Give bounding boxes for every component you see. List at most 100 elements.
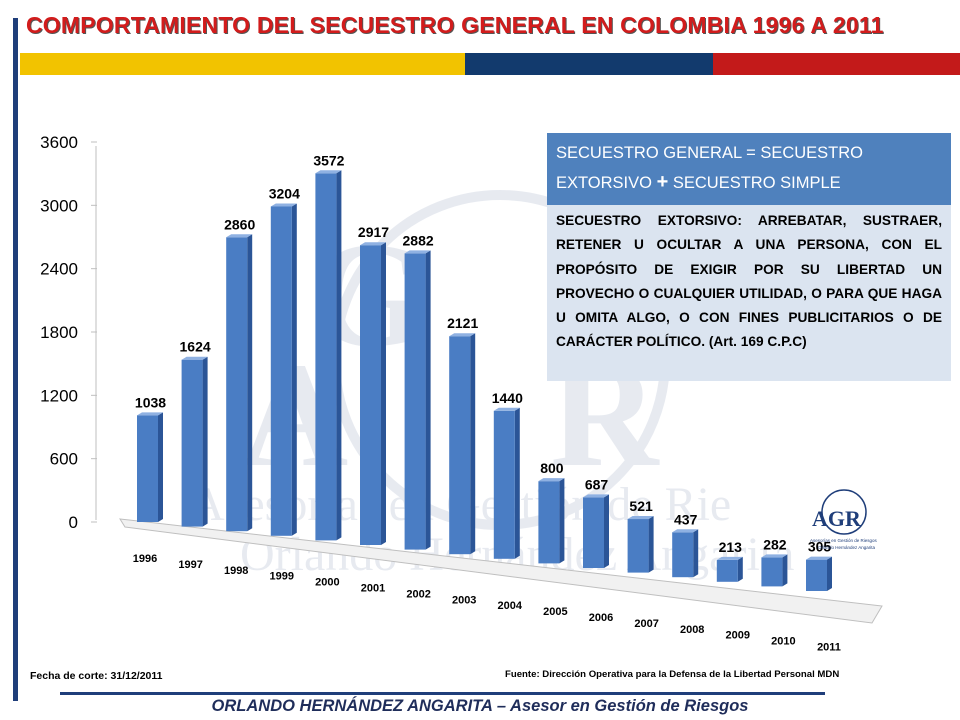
data-label: 687	[585, 476, 609, 492]
bar-side	[648, 516, 654, 573]
y-tick-label: 0	[69, 513, 78, 532]
bar-side	[604, 494, 609, 568]
bar	[270, 206, 292, 536]
logo-caption1: Asesorías en Gestión de Riesgos	[810, 538, 878, 543]
bar	[137, 415, 158, 522]
bar-top	[716, 556, 743, 560]
data-label: 1624	[180, 339, 211, 355]
definition-header-term2: SECUESTRO SIMPLE	[672, 174, 841, 192]
bars	[137, 170, 832, 591]
data-label: 800	[540, 460, 564, 476]
bar-side	[336, 170, 342, 541]
bar-top	[493, 407, 520, 411]
header-band-blue	[465, 53, 713, 75]
bar	[806, 559, 827, 591]
bar-top	[137, 412, 163, 416]
plus-sign: +	[656, 171, 669, 193]
agr-logo: AGR Asesorías en Gestión de Riesgos Orla…	[810, 489, 878, 550]
y-tick-label: 2400	[40, 260, 78, 279]
bar-side	[425, 250, 431, 550]
bar	[627, 519, 649, 573]
bar-side	[470, 333, 476, 555]
data-label: 3204	[269, 186, 300, 202]
x-category-label: 2010	[771, 636, 795, 648]
floor-plane	[119, 518, 883, 624]
bar-side	[247, 234, 253, 532]
bar	[404, 253, 426, 550]
data-labels: 1038 1624 2860 3204 3572 2917 2882 2121 1440 800 6…	[135, 152, 831, 555]
bar-top	[761, 554, 788, 558]
x-category-label: 1999	[270, 571, 294, 583]
x-category-label: 2006	[589, 612, 613, 624]
footer-rule	[60, 692, 825, 695]
data-label: 213	[719, 539, 743, 555]
bar-top	[672, 529, 699, 533]
data-label: 521	[629, 498, 653, 514]
bar-side	[737, 556, 743, 582]
data-label: 305	[808, 539, 832, 555]
y-tick-label: 1800	[40, 323, 78, 342]
bar-top	[583, 494, 609, 498]
bar-side	[693, 529, 699, 578]
data-label: 437	[674, 511, 698, 527]
y-tick-label: 600	[50, 450, 78, 469]
data-label: 2860	[224, 216, 255, 232]
x-category-label: 2007	[634, 618, 658, 630]
bar	[226, 237, 248, 532]
bar	[360, 245, 381, 546]
bar	[716, 559, 738, 582]
definition-header-term: EXTORSIVO	[556, 174, 652, 192]
y-axis: 0 600 1200 1800 2400 3000 3600	[40, 133, 97, 532]
bar-top	[538, 478, 565, 482]
y-tick-label: 3600	[40, 133, 78, 152]
data-label: 2917	[358, 224, 389, 240]
bar-side	[202, 356, 208, 527]
definition-box: SECUESTRO GENERAL = SECUESTRO EXTORSIVO …	[547, 133, 951, 381]
bar-top	[360, 242, 386, 246]
bar	[315, 173, 337, 541]
bar-top	[449, 333, 476, 337]
bar-side	[559, 478, 565, 564]
logo-letters: AGR	[812, 506, 862, 531]
x-category-label: 2004	[498, 600, 523, 612]
bar-side	[782, 554, 788, 587]
x-category-label: 1996	[133, 553, 157, 565]
bar-top	[270, 203, 297, 207]
x-category-label: 1997	[178, 559, 202, 571]
x-category-label: 2005	[543, 606, 567, 618]
left-accent-rule	[13, 18, 18, 701]
definition-header-line1: SECUESTRO GENERAL = SECUESTRO	[556, 144, 863, 162]
x-category-label: 2001	[361, 583, 385, 595]
bar	[672, 532, 694, 578]
data-source: Fuente: Dirección Operativa para la Defe…	[505, 669, 840, 680]
definition-body: SECUESTRO EXTORSIVO: ARREBATAR, SUSTRAER…	[547, 205, 951, 381]
footer-author: ORLANDO HERNÁNDEZ ANGARITA – Asesor en G…	[211, 697, 749, 715]
bar-top	[226, 234, 253, 238]
bar-top	[181, 356, 208, 360]
logo-caption2: Orlando Hernández Angarita	[818, 545, 876, 550]
x-category-label: 2008	[680, 624, 704, 636]
x-category-label: 2002	[406, 588, 430, 600]
data-label: 1440	[492, 390, 523, 406]
bar-top	[806, 556, 832, 560]
bar	[181, 359, 203, 527]
bar-top	[627, 516, 654, 520]
bar-side	[291, 203, 297, 536]
x-category-label: 2003	[452, 594, 476, 606]
bar-side	[158, 412, 163, 522]
bar-side	[381, 242, 386, 546]
bar	[538, 481, 560, 564]
y-tick-label: 3000	[40, 196, 78, 215]
bar	[449, 336, 471, 555]
bar-side	[827, 556, 832, 591]
x-category-label: 2000	[315, 577, 339, 589]
data-label: 1038	[135, 394, 166, 410]
cutoff-date: Fecha de corte: 31/12/2011	[30, 670, 163, 682]
header-band-red	[713, 53, 960, 75]
data-label: 2882	[403, 232, 434, 248]
x-category-label: 2009	[726, 630, 750, 642]
bar-top	[315, 170, 342, 174]
data-label: 2121	[447, 315, 478, 331]
header-band-yellow	[20, 53, 465, 75]
